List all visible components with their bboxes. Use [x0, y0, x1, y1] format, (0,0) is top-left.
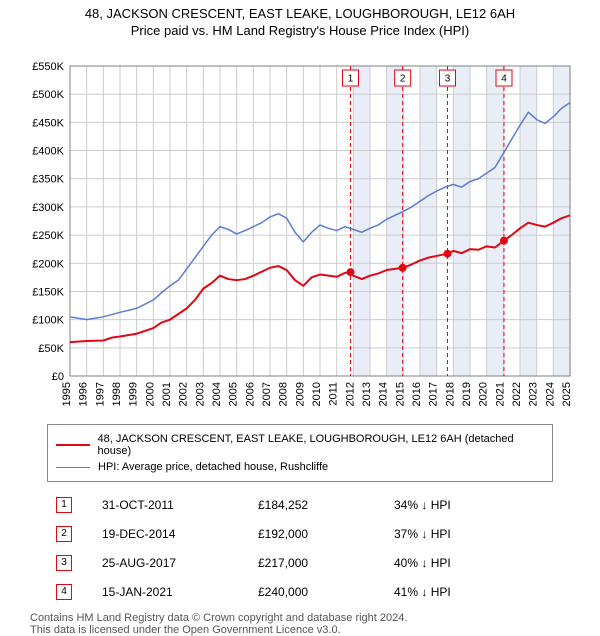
svg-text:£0: £0: [52, 371, 64, 383]
svg-text:£400K: £400K: [32, 146, 64, 158]
svg-text:2019: 2019: [461, 382, 473, 406]
pct-cell: 41% ↓ HPI: [386, 577, 552, 606]
date-cell: 25-AUG-2017: [94, 548, 250, 577]
svg-text:1: 1: [348, 74, 354, 85]
svg-text:£250K: £250K: [32, 230, 64, 242]
legend-row: 48, JACKSON CRESCENT, EAST LEAKE, LOUGHB…: [56, 431, 544, 459]
svg-text:£50K: £50K: [38, 343, 64, 355]
sale-marker: 1: [56, 497, 72, 513]
sale-marker: 4: [56, 584, 72, 600]
sales-table: 1 31-OCT-2011£184,25234% ↓ HPI 2 19-DEC-201…: [48, 490, 552, 606]
legend: 48, JACKSON CRESCENT, EAST LEAKE, LOUGHB…: [47, 424, 553, 482]
svg-text:4: 4: [501, 74, 507, 85]
pct-cell: 34% ↓ HPI: [386, 490, 552, 519]
svg-text:1996: 1996: [78, 382, 90, 406]
svg-text:2014: 2014: [378, 382, 390, 406]
title-block: 48, JACKSON CRESCENT, EAST LEAKE, LOUGHB…: [0, 0, 600, 38]
svg-text:2012: 2012: [344, 382, 356, 406]
svg-text:£100K: £100K: [32, 315, 64, 327]
legend-text: 48, JACKSON CRESCENT, EAST LEAKE, LOUGHB…: [98, 433, 544, 457]
svg-text:3: 3: [445, 74, 451, 85]
down-arrow-icon: ↓: [421, 556, 427, 570]
svg-text:2011: 2011: [328, 382, 340, 406]
svg-text:2000: 2000: [144, 382, 156, 406]
svg-text:2002: 2002: [178, 382, 190, 406]
svg-text:1995: 1995: [61, 382, 73, 406]
footer: Contains HM Land Registry data © Crown c…: [30, 612, 570, 636]
svg-text:2018: 2018: [444, 382, 456, 406]
svg-text:2022: 2022: [511, 382, 523, 406]
svg-text:2005: 2005: [228, 382, 240, 406]
price-cell: £184,252: [250, 490, 386, 519]
date-cell: 31-OCT-2011: [94, 490, 250, 519]
price-cell: £192,000: [250, 519, 386, 548]
chart-svg: £0 £50K £100K £150K £200K £250K £300K £350K £400…: [20, 46, 580, 416]
svg-text:2009: 2009: [294, 382, 306, 406]
svg-text:2017: 2017: [428, 382, 440, 406]
legend-row: HPI: Average price, detached house, Rush…: [56, 459, 544, 475]
down-arrow-icon: ↓: [421, 527, 427, 541]
svg-text:2021: 2021: [494, 382, 506, 406]
svg-text:2004: 2004: [211, 382, 223, 406]
pct-cell: 37% ↓ HPI: [386, 519, 552, 548]
legend-text: HPI: Average price, detached house, Rush…: [98, 461, 328, 473]
svg-text:1999: 1999: [128, 382, 140, 406]
svg-text:£350K: £350K: [32, 174, 64, 186]
marker-cell: 2: [48, 519, 94, 548]
svg-text:£450K: £450K: [32, 117, 64, 129]
svg-text:2020: 2020: [478, 382, 490, 406]
pct-cell: 40% ↓ HPI: [386, 548, 552, 577]
svg-text:2001: 2001: [161, 382, 173, 406]
svg-text:2003: 2003: [194, 382, 206, 406]
svg-text:£300K: £300K: [32, 202, 64, 214]
marker-cell: 4: [48, 577, 94, 606]
svg-text:£550K: £550K: [32, 61, 64, 73]
marker-cell: 3: [48, 548, 94, 577]
svg-text:2015: 2015: [394, 382, 406, 406]
svg-text:2013: 2013: [361, 382, 373, 406]
svg-text:1997: 1997: [94, 382, 106, 406]
svg-text:£500K: £500K: [32, 89, 64, 101]
price-cell: £217,000: [250, 548, 386, 577]
legend-swatch: [56, 467, 90, 468]
down-arrow-icon: ↓: [421, 498, 427, 512]
table-row: 4 15-JAN-2021£240,00041% ↓ HPI: [48, 577, 552, 606]
down-arrow-icon: ↓: [421, 585, 427, 599]
svg-text:1998: 1998: [111, 382, 123, 406]
chart-area: £0 £50K £100K £150K £200K £250K £300K £350K £400…: [20, 46, 580, 416]
price-cell: £240,000: [250, 577, 386, 606]
svg-text:2016: 2016: [411, 382, 423, 406]
footer-line2: This data is licensed under the Open Gov…: [30, 624, 570, 636]
svg-text:2010: 2010: [311, 382, 323, 406]
footer-line1: Contains HM Land Registry data © Crown c…: [30, 612, 570, 624]
table-row: 3 25-AUG-2017£217,00040% ↓ HPI: [48, 548, 552, 577]
table-row: 2 19-DEC-2014£192,00037% ↓ HPI: [48, 519, 552, 548]
date-cell: 19-DEC-2014: [94, 519, 250, 548]
table-row: 1 31-OCT-2011£184,25234% ↓ HPI: [48, 490, 552, 519]
svg-text:2007: 2007: [261, 382, 273, 406]
date-cell: 15-JAN-2021: [94, 577, 250, 606]
svg-text:2023: 2023: [528, 382, 540, 406]
svg-text:2024: 2024: [544, 382, 556, 406]
svg-text:2: 2: [400, 74, 406, 85]
svg-text:2025: 2025: [561, 382, 573, 406]
svg-text:£200K: £200K: [32, 258, 64, 270]
title-line1: 48, JACKSON CRESCENT, EAST LEAKE, LOUGHB…: [0, 6, 600, 21]
marker-cell: 1: [48, 490, 94, 519]
svg-text:£150K: £150K: [32, 286, 64, 298]
legend-swatch: [56, 444, 90, 446]
sale-marker: 3: [56, 555, 72, 571]
svg-text:2006: 2006: [244, 382, 256, 406]
title-line2: Price paid vs. HM Land Registry's House …: [0, 23, 600, 38]
svg-text:2008: 2008: [278, 382, 290, 406]
sale-marker: 2: [56, 526, 72, 542]
